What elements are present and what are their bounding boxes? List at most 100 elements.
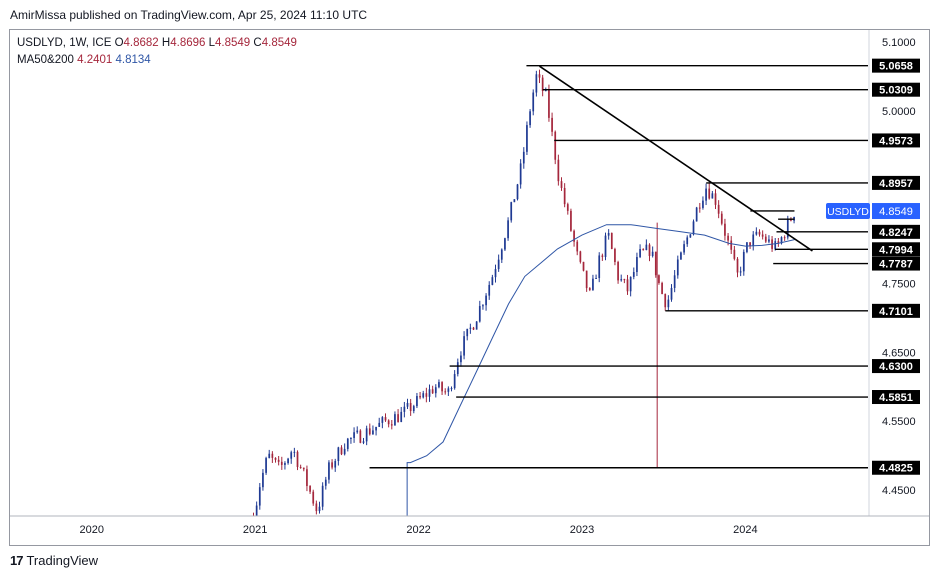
candle-body: [708, 188, 711, 199]
candle-body: [749, 242, 751, 246]
candle-body: [658, 275, 660, 283]
level-label: 4.7101: [879, 306, 913, 318]
candle-body: [356, 430, 359, 433]
candle-body: [576, 241, 579, 252]
candle-body: [255, 505, 258, 516]
footer-branding[interactable]: 17 TradingView: [10, 553, 98, 568]
level-label-bg: [872, 58, 920, 73]
candle-body: [504, 238, 506, 250]
candle-body: [711, 193, 714, 199]
candle-body: [742, 251, 745, 272]
candle-body: [702, 200, 704, 208]
candle-body: [522, 151, 525, 164]
candle-body: [727, 235, 729, 241]
candle-body: [318, 506, 321, 512]
candle-body: [390, 424, 393, 426]
candle-body: [617, 262, 619, 281]
candle-body: [334, 461, 337, 468]
candle-body: [441, 382, 443, 392]
candle-body: [780, 237, 783, 244]
candle-body: [394, 414, 396, 426]
tradingview-logo-icon: 17: [10, 553, 24, 568]
level-label: 5.0309: [879, 85, 913, 97]
candle-body: [302, 467, 305, 470]
high-label: H: [161, 37, 171, 49]
candle-body: [280, 461, 283, 465]
candle-body: [768, 239, 770, 242]
candle-body: [560, 181, 563, 188]
symbol-info[interactable]: USDLYD, 1W, ICE: [17, 37, 112, 49]
candle-body: [428, 389, 431, 397]
candle-body: [284, 463, 286, 465]
candle-body: [450, 388, 453, 390]
candle-body: [315, 503, 318, 512]
candle-body: [730, 240, 733, 250]
candle-body: [513, 199, 516, 203]
candle-body: [705, 188, 707, 201]
candle-body: [604, 235, 607, 257]
candle-body: [676, 259, 679, 276]
level-label-bg: [872, 359, 920, 374]
candle-body: [720, 213, 723, 224]
symbol-badge-bg: [826, 203, 870, 220]
level-label: 4.5851: [879, 392, 913, 404]
candle-body: [538, 74, 541, 78]
candle-body: [274, 457, 277, 460]
candle-body: [736, 258, 739, 273]
ma50-value: 4.2401: [77, 54, 113, 66]
candle-body: [472, 327, 475, 330]
level-label: 4.4825: [879, 463, 913, 475]
candle-body: [724, 223, 726, 236]
candle-body: [409, 402, 412, 412]
x-tick-label: 2021: [243, 524, 267, 536]
candle-body: [661, 282, 663, 294]
ma-row: MA50&200 4.2401 4.8134: [17, 52, 297, 69]
trendline: [539, 65, 813, 252]
candle-body: [328, 462, 330, 480]
candle-body: [422, 393, 425, 398]
candle-body: [777, 241, 780, 244]
candle-body: [541, 77, 544, 91]
candle-body: [475, 321, 478, 330]
candle-body: [698, 207, 701, 209]
candle-body: [469, 327, 472, 329]
candle-body: [343, 448, 346, 455]
candle-body: [585, 270, 588, 289]
ma-label[interactable]: MA50&200: [17, 54, 74, 66]
level-label-bg: [872, 82, 920, 97]
candle-body: [516, 184, 519, 200]
candle-body: [774, 241, 777, 249]
candle-body: [397, 414, 399, 422]
candle-body: [519, 163, 522, 185]
candle-body: [642, 249, 645, 251]
candle-body: [384, 417, 387, 421]
candle-body: [403, 406, 406, 412]
candle-body: [425, 393, 428, 397]
candle-body: [595, 278, 597, 280]
candle-body: [614, 248, 616, 263]
candle-body: [290, 452, 293, 459]
candle-body: [331, 462, 333, 468]
candle-body: [764, 236, 767, 242]
candle-body: [686, 237, 689, 245]
publish-header: AmirMissa published on TradingView.com, …: [10, 8, 367, 22]
x-tick-label: 2023: [570, 524, 594, 536]
candle-body: [271, 453, 274, 458]
candle-body: [739, 271, 742, 273]
symbol-badge: USDLYD: [827, 206, 869, 218]
candle-body: [664, 293, 667, 308]
candle-body: [375, 426, 377, 431]
plot-area: [253, 64, 868, 516]
candle-body: [497, 259, 500, 270]
high-value: 4.8696: [170, 37, 206, 49]
level-label: 4.8247: [879, 227, 913, 239]
candle-body: [632, 272, 635, 277]
candle-body: [761, 234, 764, 237]
candle-body: [378, 422, 381, 427]
candle-body: [689, 234, 692, 238]
candle-body: [598, 255, 601, 279]
close-label: C: [253, 37, 262, 49]
candle-body: [346, 438, 349, 449]
candle-body: [309, 486, 311, 492]
